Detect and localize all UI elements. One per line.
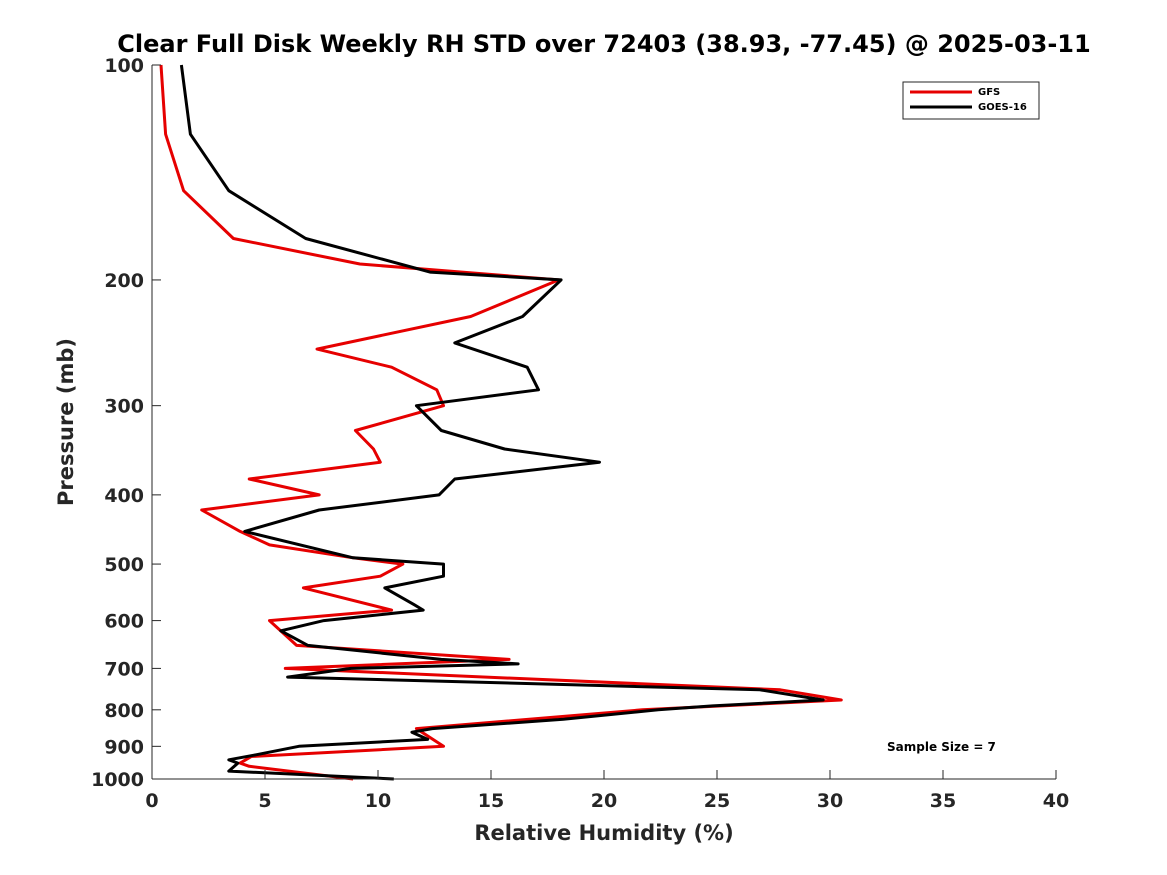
x-ticks: 0 5 10 15 20 25 30 35 40 xyxy=(145,770,1069,812)
chart-title: Clear Full Disk Weekly RH STD over 72403… xyxy=(117,30,1090,58)
legend-label-gfs: GFS xyxy=(978,87,1000,98)
y-tick-label: 400 xyxy=(104,485,144,507)
legend-label-goes-16: GOES-16 xyxy=(978,102,1027,113)
legend-box xyxy=(902,81,1040,120)
y-tick-label: 500 xyxy=(104,554,144,576)
series-line-goes-16 xyxy=(179,64,825,781)
y-tick-label: 900 xyxy=(104,736,144,758)
y-tick-label: 200 xyxy=(104,270,144,292)
y-tick-label: 1000 xyxy=(91,769,144,791)
x-tick-label: 35 xyxy=(930,790,956,812)
plot-area xyxy=(159,64,843,781)
x-tick-label: 10 xyxy=(365,790,391,812)
x-tick-label: 20 xyxy=(591,790,617,812)
x-tick-label: 40 xyxy=(1043,790,1069,812)
y-axis-label: Pressure (mb) xyxy=(54,338,78,506)
axes xyxy=(151,65,1056,780)
y-tick-label: 600 xyxy=(104,611,144,633)
x-tick-label: 5 xyxy=(258,790,271,812)
x-tick-label: 15 xyxy=(478,790,504,812)
y-tick-label: 300 xyxy=(104,396,144,418)
sample-size-annotation: Sample Size = 7 xyxy=(887,740,996,754)
y-tick-label: 800 xyxy=(104,700,144,722)
y-tick-label: 700 xyxy=(104,658,144,680)
series-line-gfs xyxy=(159,64,843,781)
x-tick-label: 0 xyxy=(145,790,158,812)
y-tick-label: 100 xyxy=(104,55,144,77)
y-ticks: 100 200 300 400 500 600 700 800 900 1000 xyxy=(91,55,161,791)
x-tick-label: 25 xyxy=(704,790,730,812)
legend: GFS GOES-16 xyxy=(902,81,1040,120)
x-tick-label: 30 xyxy=(817,790,843,812)
x-axis-label: Relative Humidity (%) xyxy=(474,821,733,845)
